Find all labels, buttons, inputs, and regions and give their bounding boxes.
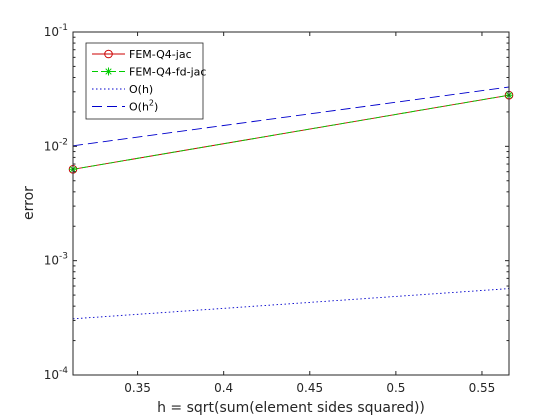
plot-frame — [72, 31, 510, 376]
series-line-1 — [72, 94, 510, 170]
y-tick-label-3: 10-1 — [44, 23, 68, 39]
legend-marker-1 — [104, 67, 113, 76]
x-tick-label-4: 0.55 — [469, 381, 496, 395]
legend-box — [85, 42, 204, 120]
y-tick-label-1: 10-3 — [44, 252, 68, 268]
tick-layer: 0.35 0.4 0.45 0.5 0.55 10-4 10-3 10-2 10-1 — [44, 23, 509, 395]
x-tick-label-1: 0.4 — [214, 381, 233, 395]
legend-label-3: O(h2) — [129, 99, 158, 114]
series-line-3 — [72, 86, 510, 147]
legend-label-0: FEM-Q4-jac — [129, 48, 192, 61]
y-tick-label-0: 10-4 — [44, 366, 69, 382]
legend-marker-0 — [104, 49, 113, 59]
x-tick-label-2: 0.45 — [296, 381, 323, 395]
y-tick-label-2: 10-2 — [44, 137, 68, 153]
legend-label-1: FEM-Q4-fd-jac — [129, 66, 206, 79]
series-line-2 — [72, 288, 510, 320]
x-axis-label: h = sqrt(sum(element sides squared)) — [157, 400, 425, 416]
legend: FEM-Q4-jac FEM-Q4-fd-jac O(h) O(h2) — [85, 42, 206, 120]
x-tick-label-3: 0.5 — [386, 381, 405, 395]
x-tick-label-0: 0.35 — [124, 381, 151, 395]
y-axis-label: error — [21, 186, 37, 220]
legend-label-2: O(h) — [129, 83, 153, 96]
